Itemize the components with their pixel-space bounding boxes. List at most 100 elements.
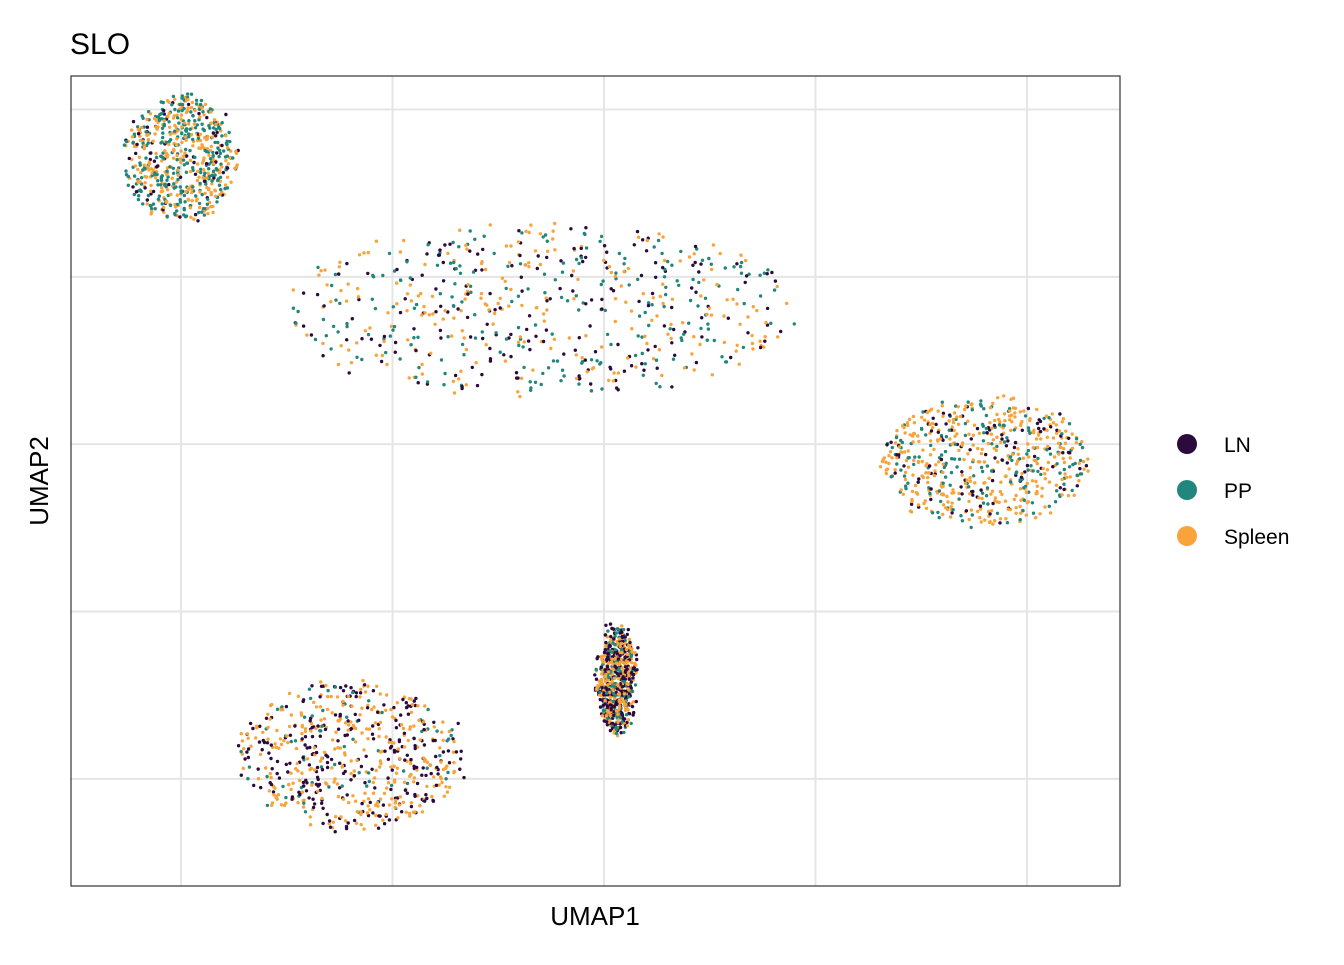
point-spleen [903,470,908,475]
point-spleen [503,359,508,363]
point-pp [132,174,137,178]
point-pp [675,279,679,283]
point-pp [589,358,594,362]
point-ln [468,335,473,339]
point-ln [261,738,265,743]
point-pp [940,400,944,404]
point-spleen [651,357,656,361]
point-spleen [986,441,991,446]
point-spleen [309,729,313,733]
point-pp [613,642,617,647]
point-pp [989,469,994,473]
point-spleen [950,442,955,446]
point-pp [1029,464,1033,468]
point-spleen [775,284,779,289]
point-spleen [474,361,478,365]
point-ln [1042,427,1046,431]
point-spleen [378,692,382,696]
point-spleen [544,296,548,300]
point-pp [1002,440,1007,444]
point-ln [670,305,674,310]
point-ln [246,755,251,760]
point-pp [417,365,421,370]
point-ln [293,724,297,728]
point-pp [188,127,192,131]
point-pp [460,342,465,347]
legend-key-pp [1177,480,1197,500]
point-spleen [370,707,374,712]
point-spleen [208,148,212,153]
point-pp [917,455,921,459]
point-ln [694,290,698,294]
point-spleen [1035,491,1039,496]
point-spleen [491,322,495,326]
point-pp [664,285,668,289]
point-ln [628,640,632,645]
point-spleen [750,333,754,338]
point-pp [1047,504,1052,508]
point-spleen [229,180,233,184]
point-pp [528,380,532,384]
point-ln [779,329,783,334]
point-pp [1055,462,1059,466]
point-pp [630,689,635,694]
point-pp [565,299,570,303]
point-spleen [626,660,630,664]
point-pp [942,465,946,470]
point-ln [693,260,697,265]
point-spleen [905,421,910,425]
point-spleen [333,747,337,751]
point-ln [412,764,416,768]
point-pp [473,336,478,340]
point-spleen [624,300,628,304]
point-ln [623,650,627,654]
point-pp [517,343,521,348]
point-ln [929,429,934,433]
point-spleen [979,451,984,456]
point-ln [224,112,228,117]
point-pp [146,193,151,198]
point-pp [225,154,229,158]
point-pp [357,771,361,775]
point-ln [193,212,198,217]
point-spleen [438,775,443,779]
point-spleen [273,742,277,746]
point-spleen [626,718,631,722]
point-spleen [349,759,353,763]
point-spleen [160,186,164,190]
point-pp [1055,489,1059,493]
point-pp [156,197,161,201]
point-pp [205,202,209,206]
point-pp [510,299,514,304]
point-pp [584,246,589,250]
point-spleen [661,282,665,286]
point-spleen [989,509,994,513]
point-spleen [416,794,420,798]
point-spleen [666,332,670,336]
point-spleen [995,412,999,417]
point-spleen [295,761,299,766]
point-spleen [908,433,912,437]
point-spleen [608,695,613,700]
point-ln [425,796,429,801]
point-ln [215,151,219,155]
point-spleen [438,746,442,750]
point-ln [321,806,325,810]
point-ln [1084,464,1089,468]
point-spleen [707,306,711,310]
point-spleen [718,251,722,256]
point-pp [605,332,610,337]
point-spleen [612,676,617,680]
point-ln [606,655,610,659]
point-pp [156,115,161,120]
point-spleen [452,316,456,320]
point-ln [670,385,674,389]
point-ln [145,125,150,129]
point-ln [655,366,659,370]
point-ln [545,255,549,260]
point-spleen [130,135,135,139]
point-pp [480,330,484,334]
point-pp [308,696,313,701]
point-ln [465,315,470,320]
point-pp [663,267,667,272]
